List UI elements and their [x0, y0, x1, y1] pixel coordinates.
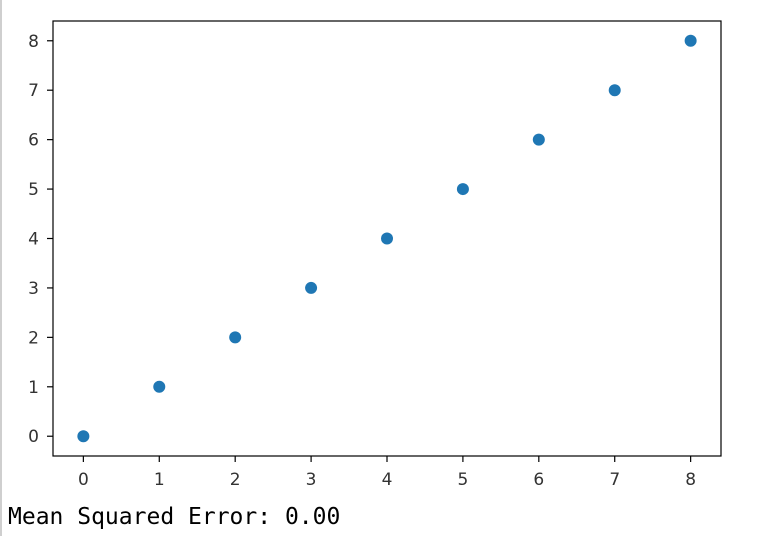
scatter-point: [153, 380, 166, 393]
y-tick-label: 1: [28, 378, 39, 398]
scatter-point: [608, 84, 621, 97]
x-tick-label: 4: [382, 470, 393, 490]
scatter-point: [229, 331, 242, 344]
y-tick-label: 7: [28, 81, 39, 101]
y-tick-label: 5: [28, 180, 39, 200]
x-tick-label: 7: [609, 470, 620, 490]
scatter-points: [77, 34, 697, 443]
x-tick-label: 1: [154, 470, 165, 490]
x-tick-label: 2: [230, 470, 241, 490]
y-tick-label: 3: [28, 279, 39, 299]
x-tick-label: 3: [306, 470, 317, 490]
x-tick-label: 5: [457, 470, 468, 490]
scatter-point: [305, 281, 318, 294]
notebook-cell-border: [0, 0, 2, 536]
y-tick-label: 4: [28, 230, 39, 250]
scatter-point: [684, 34, 697, 47]
x-tick-label: 6: [533, 470, 544, 490]
scatter-point: [77, 430, 90, 443]
y-axis-ticks: 0 1 2 3 4 5 6 7 8: [28, 32, 53, 447]
x-tick-label: 8: [685, 470, 696, 490]
x-tick-label: 0: [78, 470, 89, 490]
scatter-point: [456, 183, 469, 196]
y-tick-label: 8: [28, 32, 39, 52]
scatter-point: [381, 232, 393, 245]
mse-output-text: Mean Squared Error: 0.00: [8, 504, 341, 530]
x-axis-ticks: 0 1 2 3 4 5 6 7 8: [78, 456, 696, 490]
y-tick-label: 0: [28, 427, 39, 447]
scatter-point: [532, 133, 545, 146]
scatter-plot: 0 1 2 3 4 5 6 7 8 0 1 2 3 4 5 6 7 8: [28, 20, 722, 490]
y-tick-label: 2: [28, 328, 39, 348]
y-tick-label: 6: [28, 131, 39, 151]
